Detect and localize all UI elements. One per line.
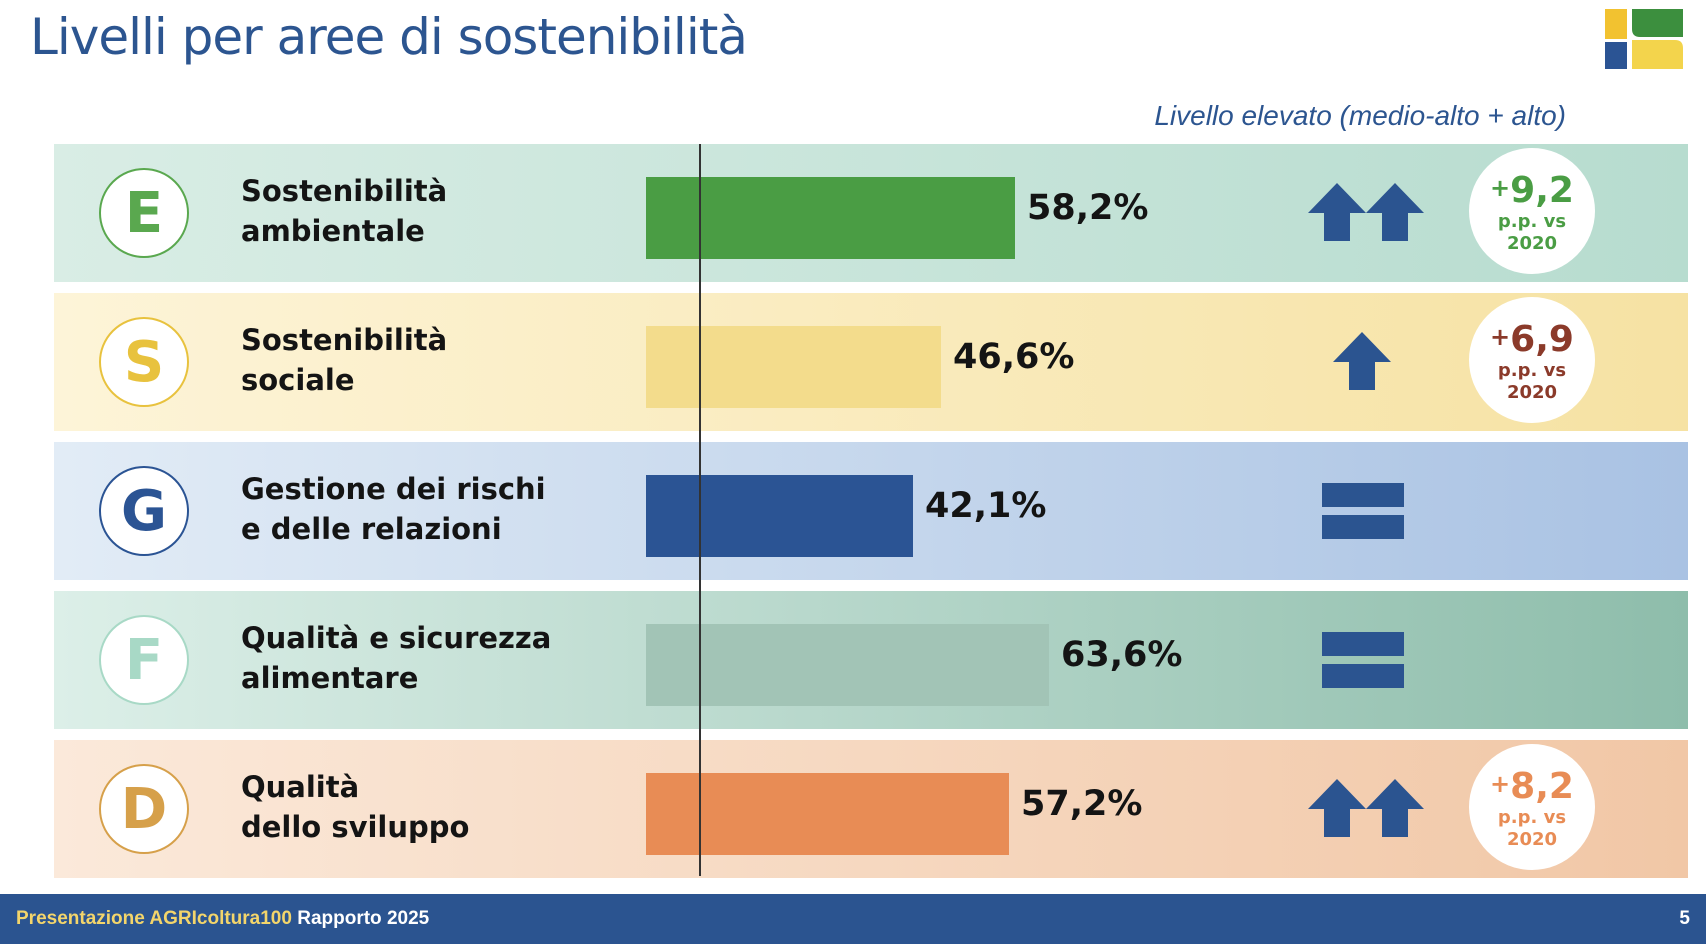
category-label-line: alimentare	[241, 661, 419, 695]
chart-axis-line	[699, 144, 701, 876]
category-label: Gestione dei rischi e delle relazioni	[241, 469, 546, 549]
category-label-line: ambientale	[241, 214, 425, 248]
bar-value-label: 42,1%	[925, 486, 1047, 526]
double-up-arrow-icon	[1308, 183, 1424, 241]
change-year: 2020	[1506, 382, 1558, 403]
chart-row-s: S Sostenibilità sociale 46,6% +6,9 p.p. vs 202…	[54, 293, 1688, 431]
sustainability-bar-chart: E Sostenibilità ambientale 58,2% +9,2 p.p. vs…	[54, 144, 1688, 878]
chart-row-f: F Qualità e sicurezza alimentare 63,6%	[54, 591, 1688, 729]
change-value: +9,2	[1469, 168, 1595, 211]
chart-row-d: D Qualità dello sviluppo 57,2% +8,2 p.p. vs 20…	[54, 740, 1688, 878]
footer-bar: Presentazione AGRIcoltura100 Rapporto 20…	[0, 894, 1706, 944]
bar-value-label: 58,2%	[1027, 188, 1149, 228]
bar-g	[646, 475, 913, 557]
change-year: 2020	[1506, 233, 1558, 254]
category-label: Sostenibilità ambientale	[241, 171, 447, 251]
bar-e	[646, 177, 1015, 259]
category-letter-badge: S	[99, 317, 189, 407]
category-letter-badge: G	[99, 466, 189, 556]
change-value: +8,2	[1469, 764, 1595, 807]
change-year: 2020	[1506, 829, 1558, 850]
bar-d	[646, 773, 1009, 855]
chart-subtitle: Livello elevato (medio-alto + alto)	[1154, 100, 1566, 131]
change-value: +6,9	[1469, 317, 1595, 360]
change-note: p.p. vs	[1497, 211, 1567, 232]
category-label-line: Sostenibilità	[241, 323, 448, 357]
category-letter-badge: E	[99, 168, 189, 258]
equal-icon	[1322, 632, 1404, 688]
category-label-line: Qualità	[241, 770, 360, 804]
category-label-line: Gestione dei rischi	[241, 472, 546, 506]
category-letter-badge: F	[99, 615, 189, 705]
bar-f	[646, 624, 1049, 706]
category-label: Qualità e sicurezza alimentare	[241, 618, 551, 698]
chart-row-e: E Sostenibilità ambientale 58,2% +9,2 p.p. vs…	[54, 144, 1688, 282]
footer-rest: Rapporto 2025	[291, 908, 430, 929]
category-letter-badge: D	[99, 764, 189, 854]
change-number: 6,9	[1510, 319, 1574, 360]
bar-s	[646, 326, 941, 408]
change-badge: +8,2 p.p. vs 2020	[1469, 744, 1595, 870]
category-label-line: Qualità e sicurezza	[241, 621, 552, 655]
footer-title: Presentazione AGRIcoltura100 Rapporto 20…	[16, 908, 429, 930]
change-badge: +9,2 p.p. vs 2020	[1469, 148, 1595, 274]
footer-highlight: Presentazione AGRIcoltura100	[16, 908, 292, 929]
page-number: 5	[1679, 908, 1690, 929]
bar-value-label: 63,6%	[1061, 635, 1183, 675]
category-label-line: Sostenibilità	[241, 174, 448, 208]
change-number: 8,2	[1510, 766, 1574, 807]
bar-value-label: 46,6%	[953, 337, 1075, 377]
change-note: p.p. vs	[1497, 360, 1567, 381]
change-number: 9,2	[1510, 170, 1574, 211]
agricoltura100-logo-icon	[1605, 9, 1683, 69]
change-sign: +	[1490, 174, 1511, 202]
category-label: Qualità dello sviluppo	[241, 767, 469, 847]
change-sign: +	[1490, 323, 1511, 351]
up-arrow-icon	[1333, 332, 1391, 390]
category-label-line: sociale	[241, 363, 355, 397]
category-label-line: dello sviluppo	[241, 810, 470, 844]
category-label-line: e delle relazioni	[241, 512, 502, 546]
change-note: p.p. vs	[1497, 807, 1567, 828]
page-title: Livelli per aree di sostenibilità	[30, 8, 748, 66]
chart-row-g: G Gestione dei rischi e delle relazioni 42,…	[54, 442, 1688, 580]
double-up-arrow-icon	[1308, 779, 1424, 837]
change-badge: +6,9 p.p. vs 2020	[1469, 297, 1595, 423]
equal-icon	[1322, 483, 1404, 539]
change-sign: +	[1490, 770, 1511, 798]
bar-value-label: 57,2%	[1021, 784, 1143, 824]
category-label: Sostenibilità sociale	[241, 320, 447, 400]
